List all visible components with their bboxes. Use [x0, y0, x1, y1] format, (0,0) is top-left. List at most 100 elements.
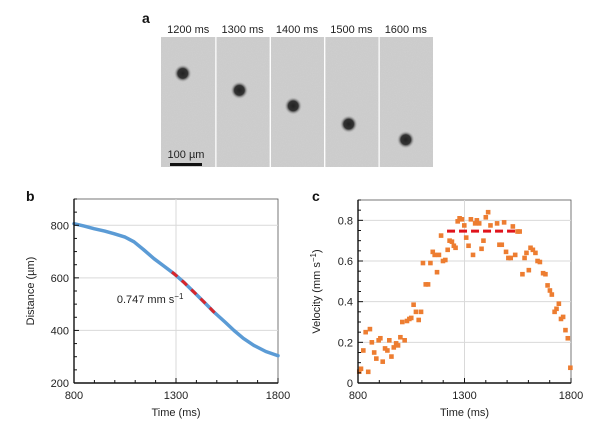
x-tick-label: 800	[349, 390, 367, 402]
velocity-point	[497, 242, 502, 248]
velocity-point	[413, 309, 419, 315]
y-tick-label: 0.6	[338, 256, 353, 268]
y-tick-label: 0.8	[338, 215, 353, 227]
y-tick-label: 600	[51, 273, 69, 285]
velocity-point	[440, 258, 446, 264]
velocity-point	[522, 255, 527, 261]
velocity-point	[408, 315, 414, 321]
velocity-point	[545, 283, 550, 288]
panel-b-distance-chart: b 0.747 mm s−1 800 1300 1800 200 400 600 800 Ti…	[25, 188, 290, 419]
y-tick-label: 400	[51, 325, 69, 337]
velocity-point	[418, 309, 424, 315]
fit-segment-dashed	[170, 270, 220, 318]
velocity-point	[563, 327, 568, 333]
image-frame: 1400 ms	[269, 24, 325, 167]
velocity-point	[463, 235, 469, 240]
velocity-point	[430, 249, 436, 255]
y-tick-label: 0	[347, 378, 353, 390]
velocity-point	[499, 242, 505, 248]
velocity-point	[461, 223, 467, 228]
velocity-point	[474, 218, 480, 223]
y-axis-title: Velocity (mm s−1)	[309, 249, 323, 333]
velocity-point	[438, 233, 444, 238]
velocity-point	[510, 224, 516, 229]
velocity-point	[434, 269, 440, 275]
y-tick-label: 800	[51, 220, 69, 232]
particle-blob	[173, 64, 192, 83]
frame-time-label: 1300 ms	[221, 24, 264, 36]
velocity-point	[535, 258, 540, 264]
velocity-point	[457, 216, 462, 221]
velocity-point	[387, 338, 392, 343]
velocity-point	[356, 369, 362, 374]
panel-b-letter: b	[26, 188, 35, 204]
velocity-point	[365, 369, 371, 375]
frame-noise	[216, 37, 270, 167]
x-tick-label: 1800	[559, 390, 583, 402]
panel-a-letter: a	[142, 10, 150, 26]
velocity-point	[382, 346, 388, 351]
y-axis-title: Distance (µm)	[25, 257, 37, 326]
x-tick-label: 800	[65, 390, 83, 402]
velocity-point	[466, 243, 471, 249]
velocity-point	[540, 270, 546, 276]
velocity-point	[380, 359, 386, 364]
velocity-point	[398, 334, 403, 340]
panel-c-velocity-chart: c 800 1300 1800 0 0.2 0.4 0.6 0.8 Time (ms) Veloc…	[309, 188, 583, 419]
velocity-point	[537, 259, 543, 265]
velocity-point	[425, 282, 431, 287]
velocity-point	[385, 348, 390, 353]
y-axis-title-suffix: )	[311, 249, 323, 253]
velocity-point	[367, 326, 373, 332]
velocity-point	[552, 309, 557, 315]
velocity-point	[400, 319, 405, 325]
velocity-point	[402, 338, 407, 343]
particle-blob	[396, 130, 415, 149]
x-axis-title: Time (ms)	[151, 407, 200, 419]
velocity-point	[470, 252, 476, 258]
velocity-point	[481, 238, 486, 243]
velocity-point	[472, 221, 478, 226]
velocity-point	[488, 223, 493, 228]
x-tick-label: 1300	[452, 390, 476, 402]
y-tick-label: 0.2	[338, 337, 353, 349]
velocity-point	[501, 220, 507, 225]
velocity-point	[556, 301, 562, 306]
velocity-point	[423, 282, 429, 287]
velocity-point	[483, 214, 489, 220]
velocity-point	[543, 271, 548, 277]
image-frame: 1300 ms	[215, 24, 270, 167]
velocity-point	[369, 340, 375, 345]
panel-c-letter: c	[312, 188, 320, 204]
frame-time-label: 1200 ms	[167, 24, 210, 36]
velocity-point	[517, 229, 522, 234]
frame-time-label: 1400 ms	[276, 24, 319, 36]
scale-bar-label: 100 µm	[168, 149, 205, 161]
image-frame: 1500 ms	[324, 24, 379, 167]
velocity-point	[443, 257, 448, 263]
image-frame: 1200 ms	[161, 24, 216, 167]
velocity-point	[363, 329, 368, 335]
velocity-point	[476, 221, 482, 226]
velocity-point	[395, 343, 401, 348]
velocity-point	[554, 306, 559, 312]
velocity-point	[374, 356, 379, 361]
velocity-point	[485, 209, 491, 215]
annotation-superscript: −1	[174, 292, 184, 301]
velocity-point	[530, 247, 536, 253]
velocity-point	[506, 255, 511, 261]
y-tick-label: 200	[51, 378, 69, 390]
velocity-point	[432, 252, 437, 258]
velocity-point	[560, 314, 566, 320]
velocity-point	[453, 245, 458, 251]
frame-time-label: 1600 ms	[385, 24, 428, 36]
velocity-point	[549, 292, 555, 297]
frame-time-label: 1500 ms	[330, 24, 373, 36]
particle-blob	[230, 81, 249, 100]
velocity-point	[445, 247, 450, 253]
x-tick-label: 1800	[266, 390, 290, 402]
velocity-point	[436, 252, 442, 258]
velocity-point	[389, 354, 394, 359]
frame-noise	[161, 37, 216, 167]
